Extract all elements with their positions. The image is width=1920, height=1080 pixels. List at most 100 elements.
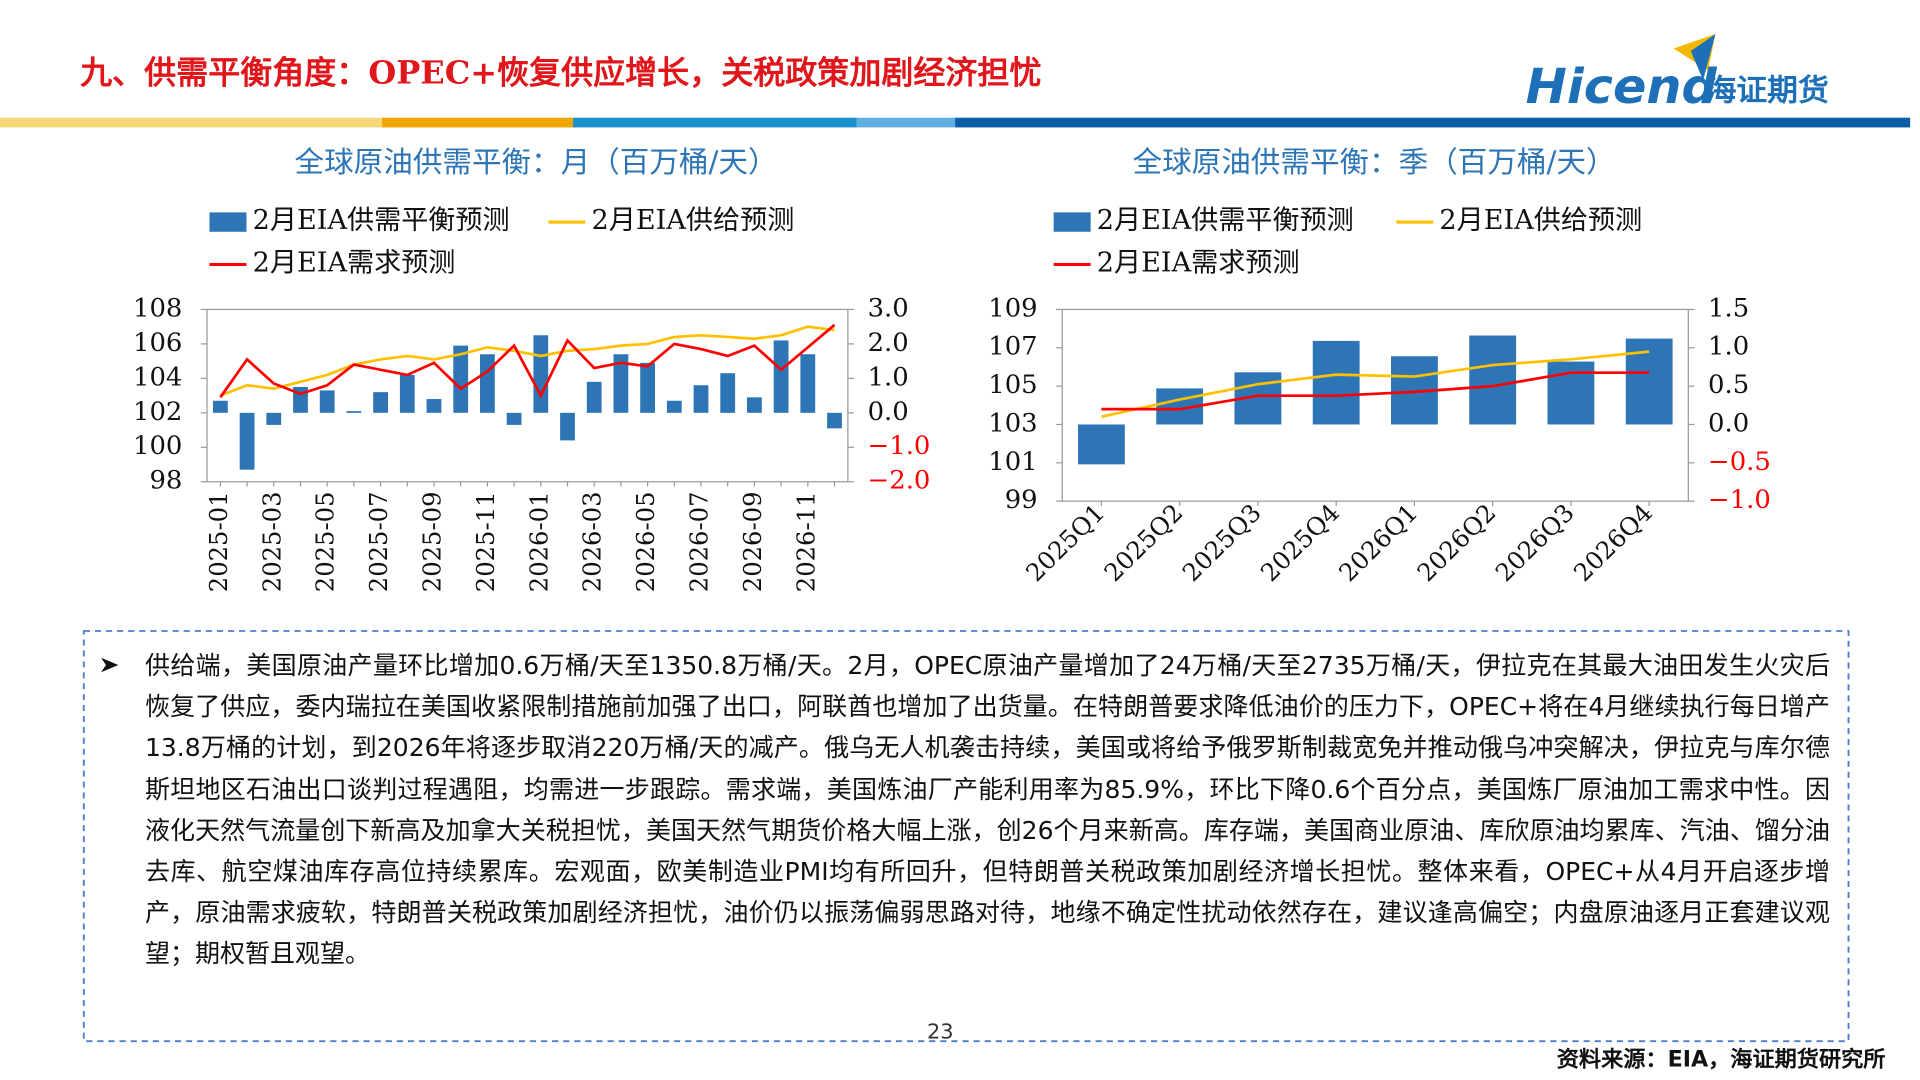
y2-tick-label: −1.0: [1708, 485, 1771, 515]
legend-label: 2月EIA供给预测: [592, 205, 795, 236]
analysis-text: 供给端，美国原油产量环比增加0.6万桶/天至1350.8万桶/天。2月，OPEC…: [145, 651, 1830, 969]
y2-tick-label: −1.0: [868, 431, 931, 461]
y-tick-label: 100: [133, 431, 182, 461]
bar: [693, 385, 709, 413]
legend-swatch: [1053, 212, 1091, 232]
y-tick-label: 106: [133, 328, 182, 358]
header-bar: [955, 117, 1911, 128]
plot-frame: [206, 308, 849, 483]
legend-label: 2月EIA需求预测: [253, 248, 456, 279]
bar: [1312, 340, 1360, 425]
bar: [800, 354, 816, 413]
y-tick-label: 99: [1005, 485, 1038, 515]
bar: [373, 392, 388, 413]
y-tick-label: 104: [133, 362, 182, 392]
x-tick-label: 2026Q1: [1333, 498, 1423, 587]
y2-tick-label: 1.5: [1708, 294, 1749, 324]
page-number: 23: [927, 1020, 954, 1044]
bar: [453, 345, 469, 413]
text-box-border: [82, 630, 1850, 1043]
y2-tick-label: −0.5: [1708, 447, 1771, 477]
bar: [666, 400, 682, 413]
x-tick-label: 2026-11: [791, 491, 820, 592]
legend-label: 2月EIA供给预测: [1439, 205, 1642, 236]
x-tick-label: 2025-05: [311, 491, 340, 592]
legend-label: 2月EIA供需平衡预测: [253, 205, 510, 236]
y2-tick-label: 0.0: [868, 397, 909, 427]
bar: [560, 412, 575, 441]
bar: [426, 399, 442, 413]
header-bar: [856, 117, 956, 128]
line-series: [219, 325, 835, 397]
y2-tick-label: 0.5: [1708, 370, 1749, 400]
y-tick-label: 109: [988, 294, 1037, 324]
logo-cn: 海证期货: [1706, 73, 1829, 109]
slide-title: 九、供需平衡角度：OPEC+恢复供应增长，关税政策加剧经济担忧: [80, 55, 1041, 92]
y2-tick-label: 0.0: [1708, 409, 1749, 439]
x-tick-label: 2026-07: [684, 491, 713, 592]
y2-tick-label: −2.0: [868, 466, 931, 496]
y2-tick-label: 1.0: [1708, 332, 1749, 362]
header-bar: [0, 117, 383, 128]
bar: [1469, 335, 1517, 425]
bar: [773, 340, 789, 413]
line-series: [1101, 371, 1650, 411]
x-tick-label: 2025Q4: [1255, 498, 1345, 587]
source-note: 资料来源：EIA，海证期货研究所: [1557, 1047, 1886, 1073]
legend-label: 2月EIA供需平衡预测: [1097, 205, 1354, 236]
line-series: [1101, 350, 1650, 419]
legend-swatch: [209, 212, 247, 232]
bar: [827, 412, 842, 429]
bar: [720, 373, 736, 413]
y2-tick-label: 1.0: [868, 362, 909, 392]
x-tick-label: 2025-09: [417, 491, 446, 592]
x-tick-label: 2025-03: [257, 491, 286, 592]
bar: [399, 374, 415, 413]
x-tick-label: 2026-05: [631, 491, 660, 592]
y2-tick-label: 3.0: [868, 294, 909, 324]
x-tick-label: 2025Q3: [1176, 498, 1266, 587]
plot-frame: [1061, 308, 1689, 502]
legend-label: 2月EIA需求预测: [1097, 248, 1300, 279]
y-tick-label: 105: [988, 370, 1037, 400]
y-tick-label: 98: [149, 466, 182, 496]
x-tick-label: 2026Q2: [1411, 498, 1501, 587]
header-bar: [382, 117, 574, 128]
line-series: [219, 323, 836, 399]
x-tick-label: 2025-01: [204, 491, 233, 592]
y2-tick-label: 2.0: [868, 328, 909, 358]
bar: [1625, 338, 1673, 425]
y-tick-label: 102: [133, 397, 182, 427]
bar: [1547, 361, 1595, 425]
x-tick-label: 2025-07: [364, 491, 393, 592]
y-tick-label: 103: [988, 409, 1037, 439]
header-bar: [573, 117, 857, 128]
chart-title: 全球原油供需平衡：季（百万桶/天）: [1133, 145, 1616, 179]
x-tick-label: 2026Q4: [1568, 498, 1658, 587]
chart-title: 全球原油供需平衡：月（百万桶/天）: [295, 145, 778, 179]
y-tick-label: 101: [988, 447, 1037, 477]
x-tick-label: 2026-01: [524, 491, 553, 592]
bar: [506, 412, 522, 425]
bar: [533, 335, 549, 413]
bar: [613, 354, 629, 413]
bar: [266, 412, 282, 425]
bar: [346, 411, 362, 413]
x-tick-label: 2026-09: [738, 491, 767, 592]
bullet: [101, 657, 119, 673]
bar: [480, 354, 495, 413]
y-tick-label: 107: [988, 332, 1037, 362]
logo-en: Hicend: [1526, 59, 1718, 116]
x-tick-label: 2026Q3: [1490, 498, 1580, 587]
bar: [1077, 424, 1125, 465]
bar: [747, 397, 762, 413]
logo-swoosh: [1690, 33, 1716, 81]
bar: [640, 362, 655, 413]
x-tick-label: 2025Q2: [1098, 498, 1188, 587]
bar: [319, 390, 335, 413]
bar: [212, 400, 228, 413]
bar: [586, 381, 602, 413]
x-tick-label: 2025-11: [471, 491, 500, 592]
